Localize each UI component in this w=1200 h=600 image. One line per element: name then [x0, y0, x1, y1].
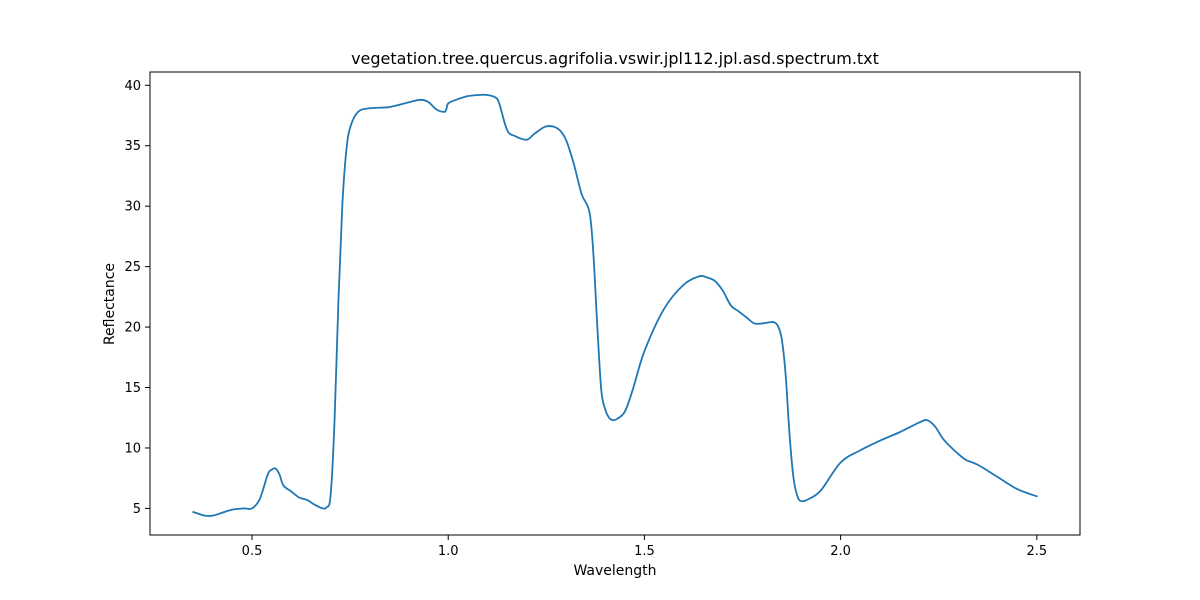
x-axis: 0.5 1.0 1.5 2.0 2.5 — [242, 535, 1047, 559]
y-tick-label: 10 — [124, 441, 141, 456]
x-tick-label: 1.5 — [634, 544, 655, 559]
chart-title: vegetation.tree.quercus.agrifolia.vswir.… — [351, 49, 879, 68]
y-tick-label: 15 — [124, 381, 141, 396]
y-tick-label: 40 — [124, 79, 141, 94]
y-axis: 5 10 15 20 25 30 35 40 — [124, 79, 150, 517]
y-axis-label: Reflectance — [102, 263, 118, 345]
y-tick-label: 25 — [124, 260, 141, 275]
plot-frame — [149, 71, 1081, 536]
spectrum-line — [192, 93, 1038, 517]
y-tick-label: 35 — [124, 139, 141, 154]
x-tick-label: 2.0 — [830, 544, 851, 559]
x-axis-label: Wavelength — [573, 563, 656, 579]
y-tick-label: 30 — [124, 200, 141, 215]
y-tick-label: 5 — [133, 502, 141, 517]
y-tick-label: 20 — [124, 321, 141, 336]
x-tick-label: 1.0 — [438, 544, 459, 559]
x-tick-label: 2.5 — [1026, 544, 1047, 559]
x-tick-label: 0.5 — [242, 544, 263, 559]
